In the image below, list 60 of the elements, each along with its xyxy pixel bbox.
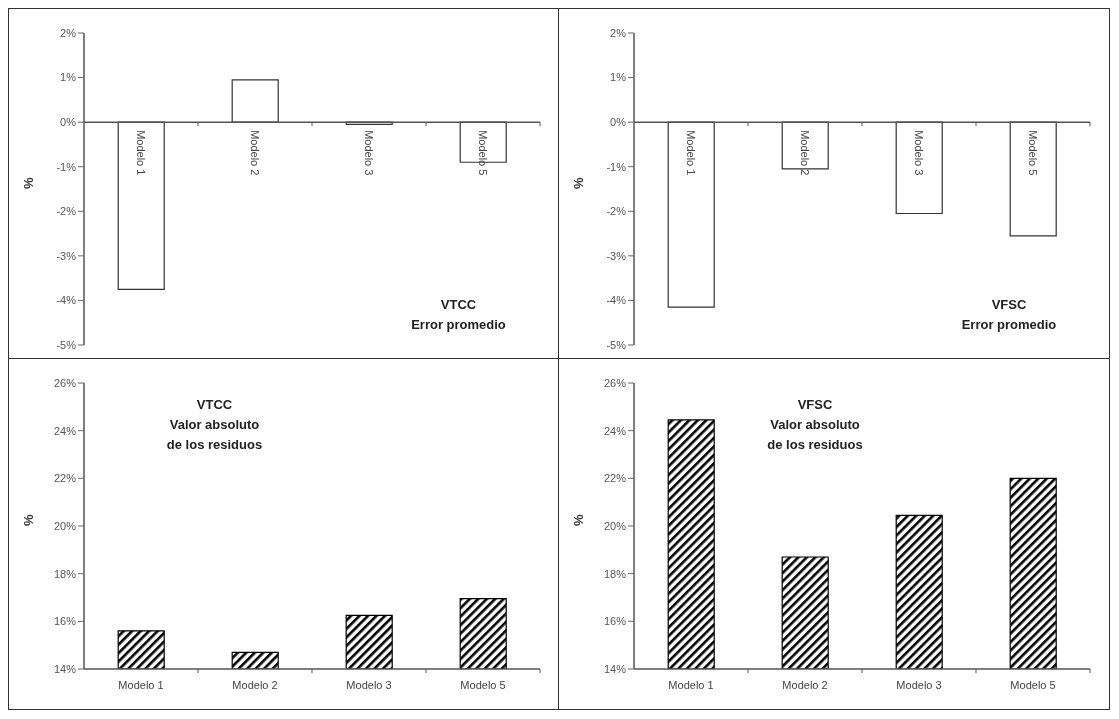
annotation: VTCC	[195, 396, 234, 414]
y-axis-title: %	[20, 514, 36, 526]
y-tick-label: 18%	[53, 567, 76, 580]
y-axis-title: %	[570, 176, 586, 189]
y-tick-label: 18%	[603, 567, 627, 580]
y-tick-label: 2%	[59, 26, 76, 39]
x-tick-label: Modelo 3	[896, 679, 942, 691]
y-tick-label: 26%	[603, 376, 627, 389]
y-tick-label: -1%	[55, 160, 76, 173]
x-tick-label: Modelo 5	[1027, 129, 1040, 175]
y-tick-label: -2%	[55, 204, 76, 217]
y-tick-label: 24%	[603, 424, 627, 437]
annotation: Valor absoluto	[769, 416, 861, 434]
y-tick-label: 0%	[610, 115, 627, 128]
x-tick-label: Modelo 5	[1010, 679, 1056, 691]
y-tick-label: 16%	[53, 615, 76, 628]
y-tick-label: -1%	[606, 160, 627, 173]
x-tick-label: Modelo 2	[782, 679, 828, 691]
y-tick-label: 1%	[59, 70, 76, 83]
y-tick-label: 14%	[603, 662, 627, 675]
y-tick-label: 2%	[610, 26, 627, 39]
x-tick-label: Modelo 1	[134, 129, 147, 175]
annotation: Error promedio	[410, 315, 507, 334]
x-tick-label: Modelo 2	[231, 679, 278, 691]
annotation: VFSC	[990, 295, 1028, 314]
x-tick-label: Modelo 1	[117, 679, 164, 691]
y-tick-label: -4%	[55, 293, 76, 306]
y-tick-label: 1%	[610, 70, 627, 83]
x-tick-label: Modelo 5	[476, 129, 489, 175]
annotation: Valor absoluto	[168, 416, 261, 434]
x-tick-label: Modelo 1	[685, 129, 698, 175]
annotation: de los residuos	[766, 436, 864, 454]
x-tick-label: Modelo 3	[345, 679, 392, 691]
x-tick-label: Modelo 3	[913, 129, 926, 175]
y-tick-label: -2%	[606, 204, 627, 217]
y-tick-label: 16%	[603, 615, 627, 628]
y-tick-label: 20%	[53, 519, 76, 532]
y-tick-label: 20%	[603, 519, 627, 532]
y-tick-label: 24%	[53, 424, 76, 437]
y-tick-label: 22%	[603, 472, 627, 485]
y-axis-title: %	[20, 176, 36, 189]
x-tick-label: Modelo 3	[362, 129, 375, 175]
y-tick-label: 0%	[59, 115, 76, 128]
annotation: VTCC	[439, 295, 478, 314]
y-tick-label: 26%	[53, 376, 76, 389]
y-tick-label: -3%	[55, 249, 76, 262]
annotation: Error promedio	[960, 315, 1058, 334]
y-tick-label: -4%	[606, 293, 627, 306]
y-tick-label: -3%	[606, 249, 627, 262]
annotation: VFSC	[796, 396, 834, 414]
y-tick-label: -5%	[606, 338, 627, 351]
x-tick-label: Modelo 5	[459, 679, 506, 691]
x-tick-label: Modelo 1	[668, 679, 714, 691]
x-tick-label: Modelo 2	[248, 129, 261, 175]
annotation: de los residuos	[165, 436, 264, 454]
x-tick-label: Modelo 2	[799, 129, 812, 175]
y-tick-label: 14%	[53, 662, 76, 675]
y-axis-title: %	[570, 514, 586, 526]
y-tick-label: 22%	[53, 472, 76, 485]
y-tick-label: -5%	[55, 338, 76, 351]
